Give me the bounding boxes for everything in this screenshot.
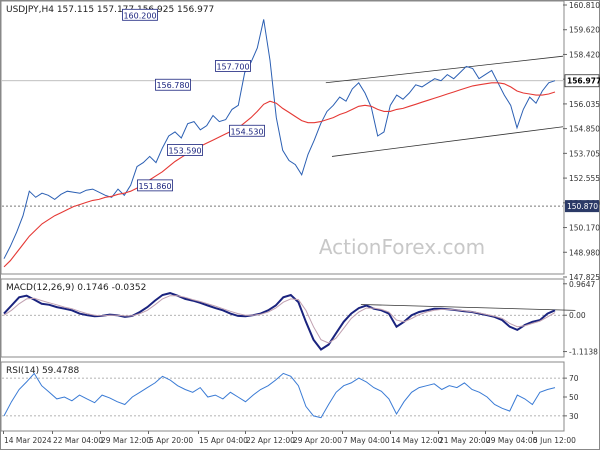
price-y-tick-label: 160.810 xyxy=(569,1,600,10)
price-y-tick-label: 152.555 xyxy=(569,174,600,183)
rsi-y-tick-label: 30 xyxy=(569,412,579,421)
rsi-y-tick-label: 70 xyxy=(569,374,579,383)
x-tick-label: 22 Apr 12:00 xyxy=(246,436,295,445)
x-tick-label: 5 Jun 12:00 xyxy=(533,436,576,445)
price-y-tick-label: 150.170 xyxy=(569,224,600,233)
price-annotation-box xyxy=(229,124,265,137)
macd-signal-line xyxy=(3,295,556,344)
macd-line xyxy=(3,292,556,351)
rsi-y-tick-label: 50 xyxy=(569,393,579,402)
x-tick-label: 7 May 04:00 xyxy=(343,436,390,445)
macd-y-tick-label: -1.1138 xyxy=(569,348,598,357)
watermark: ActionForex.com xyxy=(319,235,485,259)
price-line xyxy=(3,19,556,259)
x-tick-label: 29 May 04:00 xyxy=(486,436,538,445)
price-annotation-label: 151.860 xyxy=(138,182,171,191)
channel-upper-line xyxy=(325,55,564,84)
price-annotation-box xyxy=(155,78,191,91)
macd-resistance-line xyxy=(360,304,576,311)
price-y-tick-label: 159.620 xyxy=(569,26,600,35)
price-annotation-label: 157.700 xyxy=(216,62,249,71)
macd-panel-frame xyxy=(0,278,565,358)
price-annotation-label: 156.780 xyxy=(156,81,189,90)
last-price-tag xyxy=(564,74,600,88)
price-panel-frame xyxy=(0,0,565,275)
x-tick-label: 22 Mar 04:00 xyxy=(53,436,103,445)
price-annotation-label: 160.200 xyxy=(123,11,156,20)
x-tick-label: 5 Apr 20:00 xyxy=(149,436,193,445)
x-tick-label: 29 Mar 12:00 xyxy=(101,436,151,445)
macd-panel-title: MACD(12,26,9) 0.1746 -0.0352 xyxy=(6,283,146,293)
price-y-tick-label: 156.035 xyxy=(569,100,600,109)
price-y-tick-label: 153.705 xyxy=(569,149,600,158)
price-y-tick-label: 148.980 xyxy=(569,248,600,257)
x-tick-label: 21 May 20:00 xyxy=(439,436,491,445)
x-tick-label: 29 Apr 20:00 xyxy=(293,436,342,445)
last-price-label: 156.977 xyxy=(567,77,600,86)
price-annotation-label: 153.590 xyxy=(168,146,201,155)
x-tick-label: 15 Apr 04:00 xyxy=(199,436,248,445)
price-annotation-box xyxy=(137,179,173,192)
price-y-tick-label: 154.850 xyxy=(569,125,600,134)
support-level-tag xyxy=(565,200,599,213)
support-level-label: 150.870 xyxy=(567,202,598,211)
price-annotation-label: 154.530 xyxy=(230,127,263,136)
macd-y-tick-label: 0.00 xyxy=(569,311,586,320)
channel-lower-line xyxy=(331,126,564,157)
price-annotation-box xyxy=(122,8,158,21)
price-y-tick-label: 147.825 xyxy=(569,273,600,282)
rsi-line xyxy=(3,372,556,419)
moving-average-line xyxy=(3,82,556,268)
rsi-panel-title: RSI(14) 59.4788 xyxy=(6,366,79,376)
price-panel-title: USDJPY,H4 157.115 157.177 156.925 156.97… xyxy=(6,5,214,15)
series-layer xyxy=(3,19,556,419)
price-y-tick-label: 158.420 xyxy=(569,50,600,59)
label-layer: 160.810159.620158.420157.225156.035154.8… xyxy=(4,1,600,445)
x-tick-label: 14 Mar 2024 xyxy=(4,436,52,445)
price-annotation-box xyxy=(215,60,251,72)
price-annotation-box xyxy=(167,144,203,156)
x-tick-label: 14 May 12:00 xyxy=(391,436,443,445)
macd-y-tick-label: 0.9647 xyxy=(569,280,595,289)
